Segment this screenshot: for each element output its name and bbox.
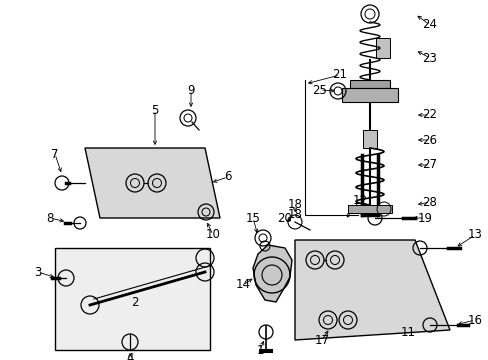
Text: 27: 27 [422,158,437,171]
Text: 23: 23 [422,51,437,64]
Text: 22: 22 [422,108,437,122]
Text: 3: 3 [34,266,41,279]
Text: 11: 11 [400,325,415,338]
Bar [347,205,391,213]
Text: 12: 12 [352,194,367,207]
Text: 6: 6 [224,171,231,184]
Text: 19: 19 [417,211,431,225]
Text: 16: 16 [467,314,482,327]
Bar [362,130,376,148]
Text: 10: 10 [205,229,220,242]
Text: 26: 26 [422,134,437,147]
Polygon shape [252,245,291,302]
Text: 24: 24 [422,18,437,31]
Text: 17: 17 [314,333,329,346]
Text: 21: 21 [332,68,347,81]
Bar [375,38,389,58]
Text: 25: 25 [312,84,327,96]
Text: 7: 7 [51,148,59,161]
Text: 4: 4 [126,351,134,360]
Text: 14: 14 [235,279,250,292]
Bar [55,248,209,350]
Text: 5: 5 [151,104,159,117]
Polygon shape [294,240,449,340]
Text: 13: 13 [467,229,482,242]
Text: 8: 8 [46,211,54,225]
Text: 28: 28 [422,195,437,208]
Text: 2: 2 [131,296,139,309]
Text: 20: 20 [277,211,292,225]
Text: 9: 9 [187,84,194,96]
Bar [341,88,397,102]
Text: 18: 18 [287,198,302,211]
Text: 15: 15 [245,211,260,225]
Bar [349,80,389,88]
Text: 1: 1 [256,343,263,356]
Polygon shape [85,148,220,218]
Text: 18: 18 [287,208,302,221]
